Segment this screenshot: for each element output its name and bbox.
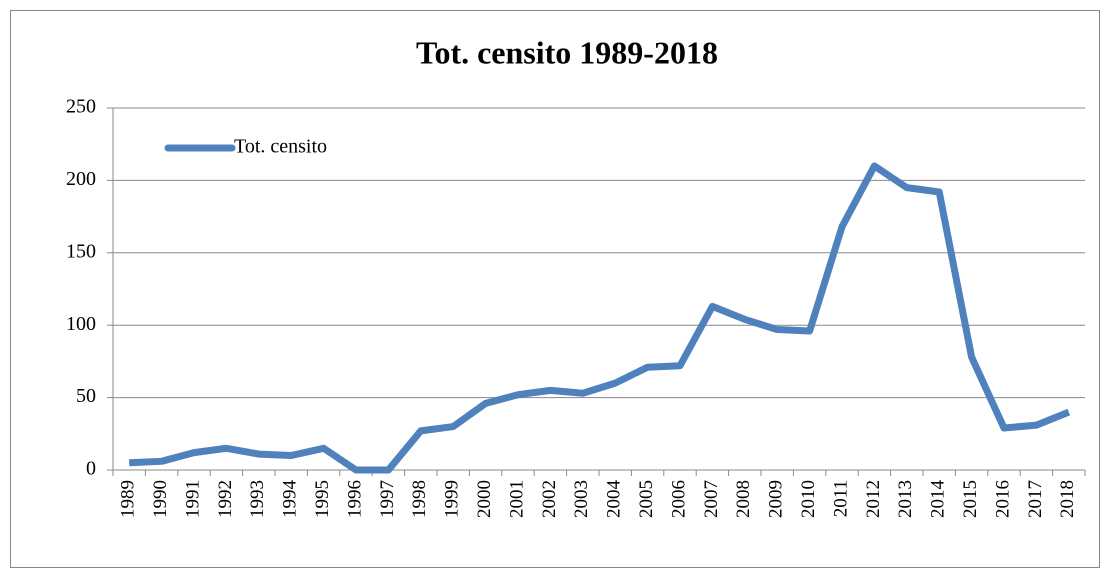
x-tick-label: 2000 <box>474 480 495 518</box>
x-tick-label: 2007 <box>701 480 722 518</box>
x-tick-label: 1992 <box>215 480 236 518</box>
chart-title: Tot. censito 1989-2018 <box>416 34 718 70</box>
x-tick-label: 2001 <box>506 480 527 518</box>
x-tick-label: 2012 <box>863 480 884 518</box>
x-tick-label: 1999 <box>442 480 463 518</box>
x-tick-label: 2005 <box>636 480 657 518</box>
x-tick-label: 2002 <box>539 480 560 518</box>
x-tick-label: 1996 <box>344 480 365 518</box>
x-tick-label: 2008 <box>733 480 754 518</box>
y-tick-label: 100 <box>66 313 96 335</box>
x-tick-label: 2017 <box>1025 480 1046 518</box>
x-tick-label: 2009 <box>766 480 787 518</box>
x-tick-label: 2011 <box>830 480 851 517</box>
x-tick-label: 2006 <box>668 480 689 518</box>
chart-border <box>10 10 1100 568</box>
x-tick-label: 2013 <box>895 480 916 518</box>
x-tick-label: 1989 <box>118 480 139 518</box>
x-tick-label: 2015 <box>960 480 981 518</box>
x-tick-label: 1995 <box>312 480 333 518</box>
x-tick-label: 1997 <box>377 480 398 518</box>
x-tick-label: 1998 <box>409 480 430 518</box>
x-tick-label: 1993 <box>247 480 268 518</box>
x-tick-label: 1994 <box>280 480 301 519</box>
x-tick-label: 1990 <box>150 480 171 518</box>
x-tick-label: 2016 <box>992 480 1013 518</box>
y-tick-label: 0 <box>86 458 96 480</box>
y-tick-label: 150 <box>66 240 96 262</box>
y-tick-label: 200 <box>66 168 96 190</box>
y-tick-label: 50 <box>76 385 96 407</box>
x-tick-label: 2018 <box>1057 480 1078 518</box>
line-series <box>129 162 1071 474</box>
y-tick-label: 250 <box>66 96 96 118</box>
legend-label: Tot. censito <box>234 136 327 158</box>
x-tick-label: 2014 <box>928 480 949 519</box>
x-tick-label: 1991 <box>182 480 203 518</box>
x-tick-label: 2003 <box>571 480 592 518</box>
x-tick-label: 2004 <box>604 480 625 519</box>
x-tick-label: 2010 <box>798 480 819 518</box>
